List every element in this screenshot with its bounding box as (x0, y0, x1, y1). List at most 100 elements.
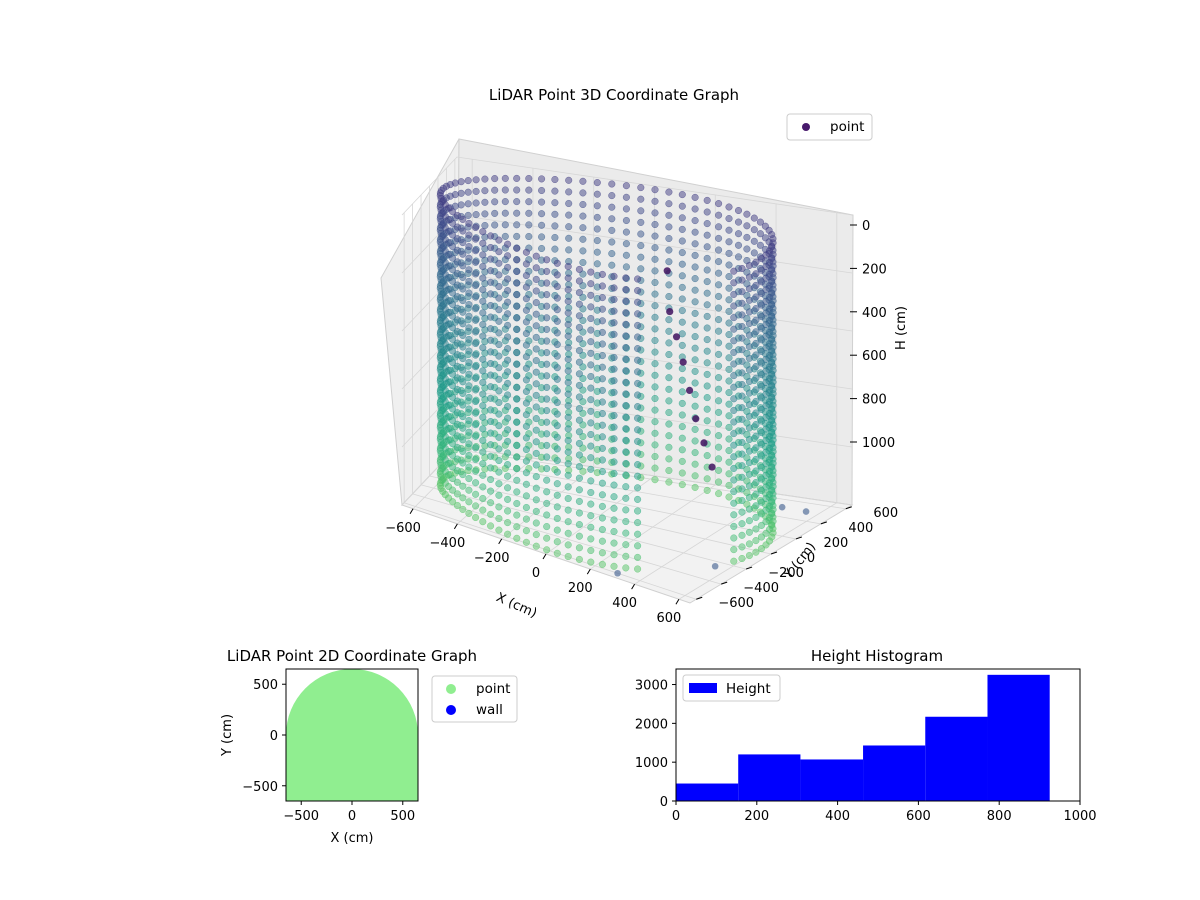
point-3d (757, 394, 766, 402)
point-3d (634, 345, 642, 353)
point-3d (730, 348, 738, 356)
point-3d (757, 475, 766, 483)
point-3d (715, 327, 723, 335)
point-3d (459, 227, 467, 235)
point-3d (522, 503, 530, 512)
point-3d (513, 441, 521, 450)
point-3d (479, 471, 487, 479)
point-3d (725, 296, 733, 304)
point-3d (522, 538, 530, 546)
point-3d (513, 174, 521, 182)
point-3d (465, 243, 473, 251)
point-3d (543, 453, 551, 461)
point-3d (579, 421, 587, 429)
point-3d (513, 325, 521, 334)
point-3d (587, 338, 595, 346)
point-3d (622, 413, 630, 421)
point-3d (725, 365, 733, 373)
chart2d-plot-area (286, 669, 418, 801)
point-3d (738, 531, 746, 539)
point-3d (465, 359, 473, 367)
point-3d (453, 246, 461, 254)
point-3d (715, 490, 723, 498)
point-3d (725, 481, 733, 489)
point-3d (479, 518, 487, 526)
point-3d (504, 530, 512, 538)
point-3d (665, 374, 673, 382)
point-3d (564, 506, 572, 514)
point-3d (479, 413, 487, 421)
point-3d (608, 226, 616, 234)
point-3d (513, 244, 521, 252)
point-3d (504, 414, 512, 422)
point-3d (587, 488, 595, 497)
point-3d (564, 390, 572, 398)
point-3d (495, 294, 503, 302)
point-3d (678, 237, 686, 245)
point-3d (579, 212, 587, 220)
point-3d (725, 342, 733, 350)
point-3d (487, 441, 495, 449)
point-3d (495, 503, 503, 511)
point-3d (564, 448, 572, 456)
point-3d (553, 410, 561, 418)
point-3d (622, 332, 630, 340)
point-3d (725, 423, 733, 431)
point-3d (715, 234, 723, 242)
point-3d (472, 176, 480, 184)
y-tick-label: 0 (660, 795, 668, 810)
point-3d (752, 374, 760, 382)
point-3d (715, 258, 723, 266)
y-tick (820, 521, 828, 525)
point-3d (513, 337, 521, 345)
point-3d (538, 186, 546, 195)
point-3d (730, 453, 738, 461)
x-tick-label: 600 (906, 809, 931, 824)
point-3d (715, 304, 723, 312)
point-3d (745, 528, 753, 536)
point-3d (495, 410, 503, 418)
point-3d (622, 309, 630, 317)
point-3d (538, 233, 546, 241)
hist-bar (676, 783, 739, 801)
point-3d (472, 479, 480, 487)
chart3d-title: LiDAR Point 3D Coordinate Graph (489, 86, 739, 104)
point-3d (757, 289, 766, 297)
point-3d (459, 343, 467, 351)
point-3d (504, 333, 512, 341)
point-3d (593, 190, 601, 198)
point-3d (610, 562, 618, 570)
point-3d (459, 413, 467, 421)
point-3d (730, 418, 738, 426)
point-3d (449, 498, 457, 506)
point-3d (587, 546, 595, 555)
point-3d (622, 459, 630, 468)
point-3d (464, 200, 472, 208)
points-3d (436, 174, 810, 577)
point-3d (725, 447, 733, 455)
point-3d (622, 228, 630, 236)
point-3d (587, 512, 595, 520)
point-3d (730, 557, 738, 565)
point-3d (459, 401, 467, 409)
point-3d (579, 386, 587, 394)
point-3d (610, 330, 618, 338)
point-3d (610, 319, 618, 327)
legend-label-wall: wall (476, 702, 503, 718)
point-3d (495, 271, 503, 279)
point-3d (479, 344, 487, 352)
point-3d (757, 487, 766, 495)
point-3d (665, 455, 673, 463)
point-3d (752, 548, 760, 556)
point-3d (522, 248, 530, 256)
point-3d (465, 393, 473, 401)
point-3d (703, 254, 711, 262)
point-3d-inner (708, 463, 716, 471)
point-3d (487, 267, 495, 275)
point-3d (575, 265, 583, 273)
hist-legend: Height (682, 674, 781, 702)
point-3d (449, 219, 457, 227)
point-3d (738, 554, 746, 563)
point-3d (472, 513, 480, 522)
point-3d (665, 234, 673, 243)
